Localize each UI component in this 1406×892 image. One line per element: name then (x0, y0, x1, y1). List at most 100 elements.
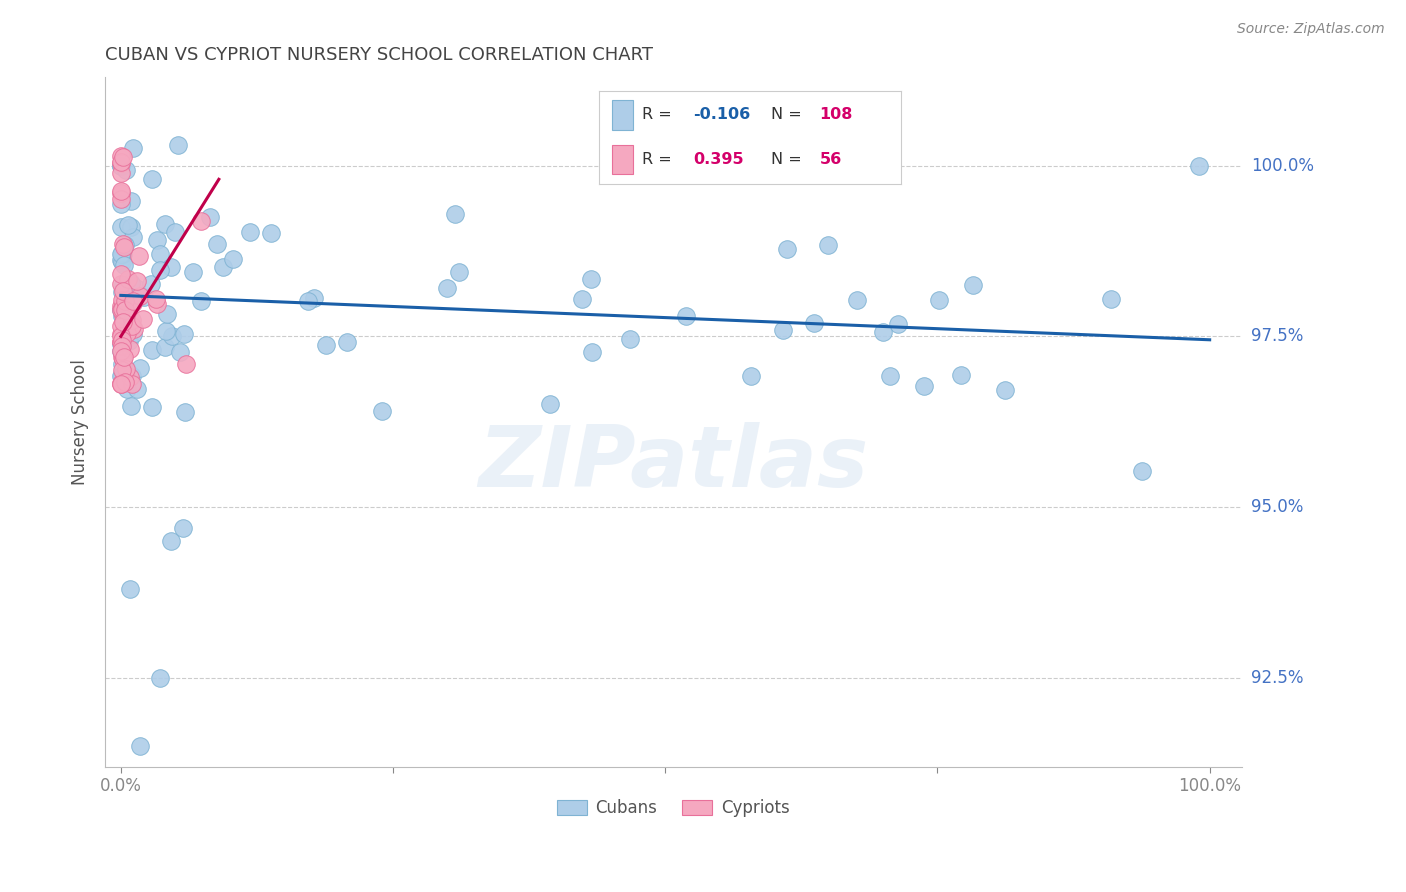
Point (114, 293, 136, 308)
Point (181, 265, 204, 279)
Point (581, 345, 603, 359)
Point (173, 327, 195, 342)
Point (112, 240, 135, 254)
Point (887, 318, 910, 332)
Point (121, 219, 143, 234)
Point (110, 377, 132, 392)
Point (145, 292, 167, 306)
Point (117, 218, 139, 232)
Point (110, 377, 132, 392)
Point (155, 324, 177, 338)
Point (112, 308, 135, 322)
Point (110, 154, 132, 169)
Text: 100.0%: 100.0% (1251, 157, 1313, 175)
Point (315, 337, 337, 351)
Point (619, 332, 641, 346)
Point (110, 186, 132, 200)
Point (172, 520, 194, 534)
Point (125, 274, 148, 288)
Point (1099, 292, 1122, 306)
Point (155, 217, 177, 231)
Point (111, 310, 134, 324)
Point (111, 368, 134, 383)
Point (302, 291, 325, 305)
Point (571, 292, 593, 306)
Point (121, 377, 143, 392)
Point (1188, 159, 1211, 173)
Point (111, 339, 134, 353)
Point (156, 307, 179, 321)
Point (120, 582, 142, 596)
Point (120, 194, 142, 208)
Point (110, 267, 132, 281)
Point (122, 326, 145, 341)
Point (141, 400, 163, 414)
Point (110, 299, 132, 313)
Point (169, 344, 191, 359)
Point (538, 397, 561, 411)
Point (962, 277, 984, 292)
Point (115, 361, 138, 376)
Point (949, 368, 972, 383)
Point (165, 225, 187, 239)
Point (120, 342, 142, 356)
Point (173, 405, 195, 419)
Point (112, 258, 135, 272)
Point (112, 236, 135, 251)
Point (817, 237, 839, 252)
Text: Source: ZipAtlas.com: Source: ZipAtlas.com (1237, 22, 1385, 37)
Point (110, 247, 132, 261)
Point (221, 252, 243, 266)
Point (846, 293, 869, 307)
Point (110, 343, 132, 358)
Point (111, 334, 134, 348)
Point (110, 336, 132, 351)
Point (444, 207, 467, 221)
Point (114, 302, 136, 317)
Point (1130, 465, 1153, 479)
Point (118, 334, 141, 348)
Point (120, 276, 142, 290)
Point (115, 162, 138, 177)
Point (111, 301, 134, 316)
Point (110, 344, 132, 359)
Point (153, 340, 176, 354)
Point (879, 369, 901, 384)
Point (139, 277, 162, 291)
Point (122, 296, 145, 310)
Point (167, 137, 190, 152)
Text: CUBAN VS CYPRIOT NURSERY SCHOOL CORRELATION CHART: CUBAN VS CYPRIOT NURSERY SCHOOL CORRELAT… (104, 46, 652, 64)
Point (872, 325, 894, 339)
Point (121, 369, 143, 384)
Point (336, 335, 359, 350)
Point (115, 382, 138, 396)
Point (122, 321, 145, 335)
Point (112, 315, 135, 329)
Point (111, 254, 134, 268)
Point (149, 247, 172, 261)
Point (160, 260, 183, 274)
Y-axis label: Nursery School: Nursery School (72, 359, 89, 484)
Point (174, 357, 197, 371)
Point (111, 293, 134, 308)
Point (110, 319, 132, 334)
Point (115, 363, 138, 377)
Point (110, 327, 132, 342)
Point (110, 192, 132, 206)
Point (117, 272, 139, 286)
Point (297, 294, 319, 309)
Point (110, 334, 132, 349)
Point (110, 328, 132, 343)
Point (120, 399, 142, 413)
Point (146, 234, 169, 248)
Point (200, 211, 222, 225)
Point (111, 363, 134, 377)
Point (160, 534, 183, 549)
Point (121, 313, 143, 327)
Point (994, 384, 1017, 398)
Point (112, 285, 135, 299)
Point (122, 141, 145, 155)
Point (110, 328, 132, 343)
Point (122, 229, 145, 244)
Point (110, 368, 132, 383)
